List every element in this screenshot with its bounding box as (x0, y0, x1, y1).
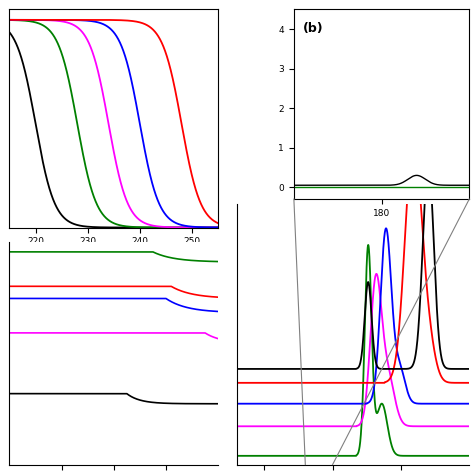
Text: (b): (b) (302, 22, 323, 35)
X-axis label: Temperature(°C): Temperature(°C) (73, 252, 154, 262)
